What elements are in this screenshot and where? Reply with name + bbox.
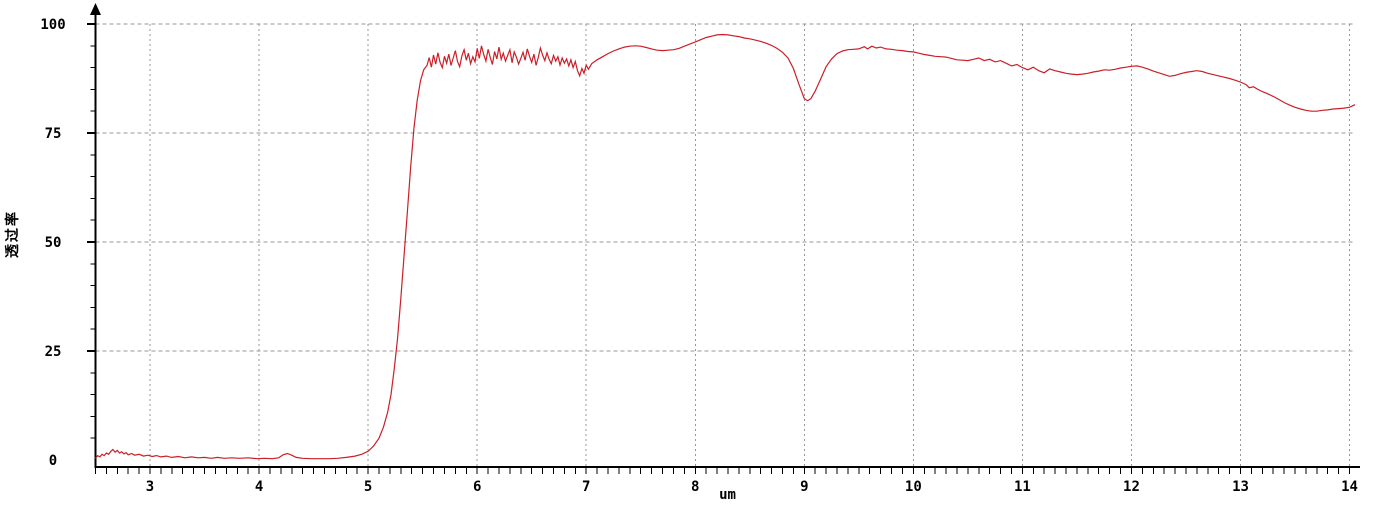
x-tick-label: 11 <box>1014 479 1031 495</box>
x-tick-label: 8 <box>691 479 699 495</box>
y-gridlines <box>95 23 1355 352</box>
y-tick-label: 50 <box>45 235 62 251</box>
x-tick-label: 12 <box>1123 479 1140 495</box>
x-tick-label: 5 <box>364 479 372 495</box>
x-axis-title: um <box>719 487 736 503</box>
axes <box>90 3 1360 468</box>
x-gridlines <box>149 24 1351 466</box>
x-axis-ticks <box>95 468 1351 474</box>
x-tick-label: 6 <box>473 479 481 495</box>
x-tick-label: 3 <box>146 479 154 495</box>
x-tick-label: 9 <box>800 479 808 495</box>
y-tick-label: 75 <box>45 126 62 142</box>
x-tick-label: 10 <box>905 479 922 495</box>
y-tick-labels: 0 25 50 75 100 <box>40 17 65 469</box>
y-axis-title-wrap: 透过率 <box>0 8 24 460</box>
y-tick-label: 25 <box>45 344 62 360</box>
x-tick-label: 7 <box>582 479 590 495</box>
x-tick-labels: 3 4 5 6 7 8 9 10 11 12 13 14 <box>146 479 1358 495</box>
spectrum-curve <box>95 33 1356 460</box>
y-tick-label: 0 <box>49 453 57 469</box>
x-tick-label: 4 <box>255 479 263 495</box>
y-tick-label: 100 <box>40 17 65 33</box>
x-tick-label: 13 <box>1232 479 1249 495</box>
y-axis-title: 透过率 <box>5 210 21 258</box>
y-axis-arrow-icon <box>90 3 101 15</box>
x-tick-label: 14 <box>1341 479 1358 495</box>
